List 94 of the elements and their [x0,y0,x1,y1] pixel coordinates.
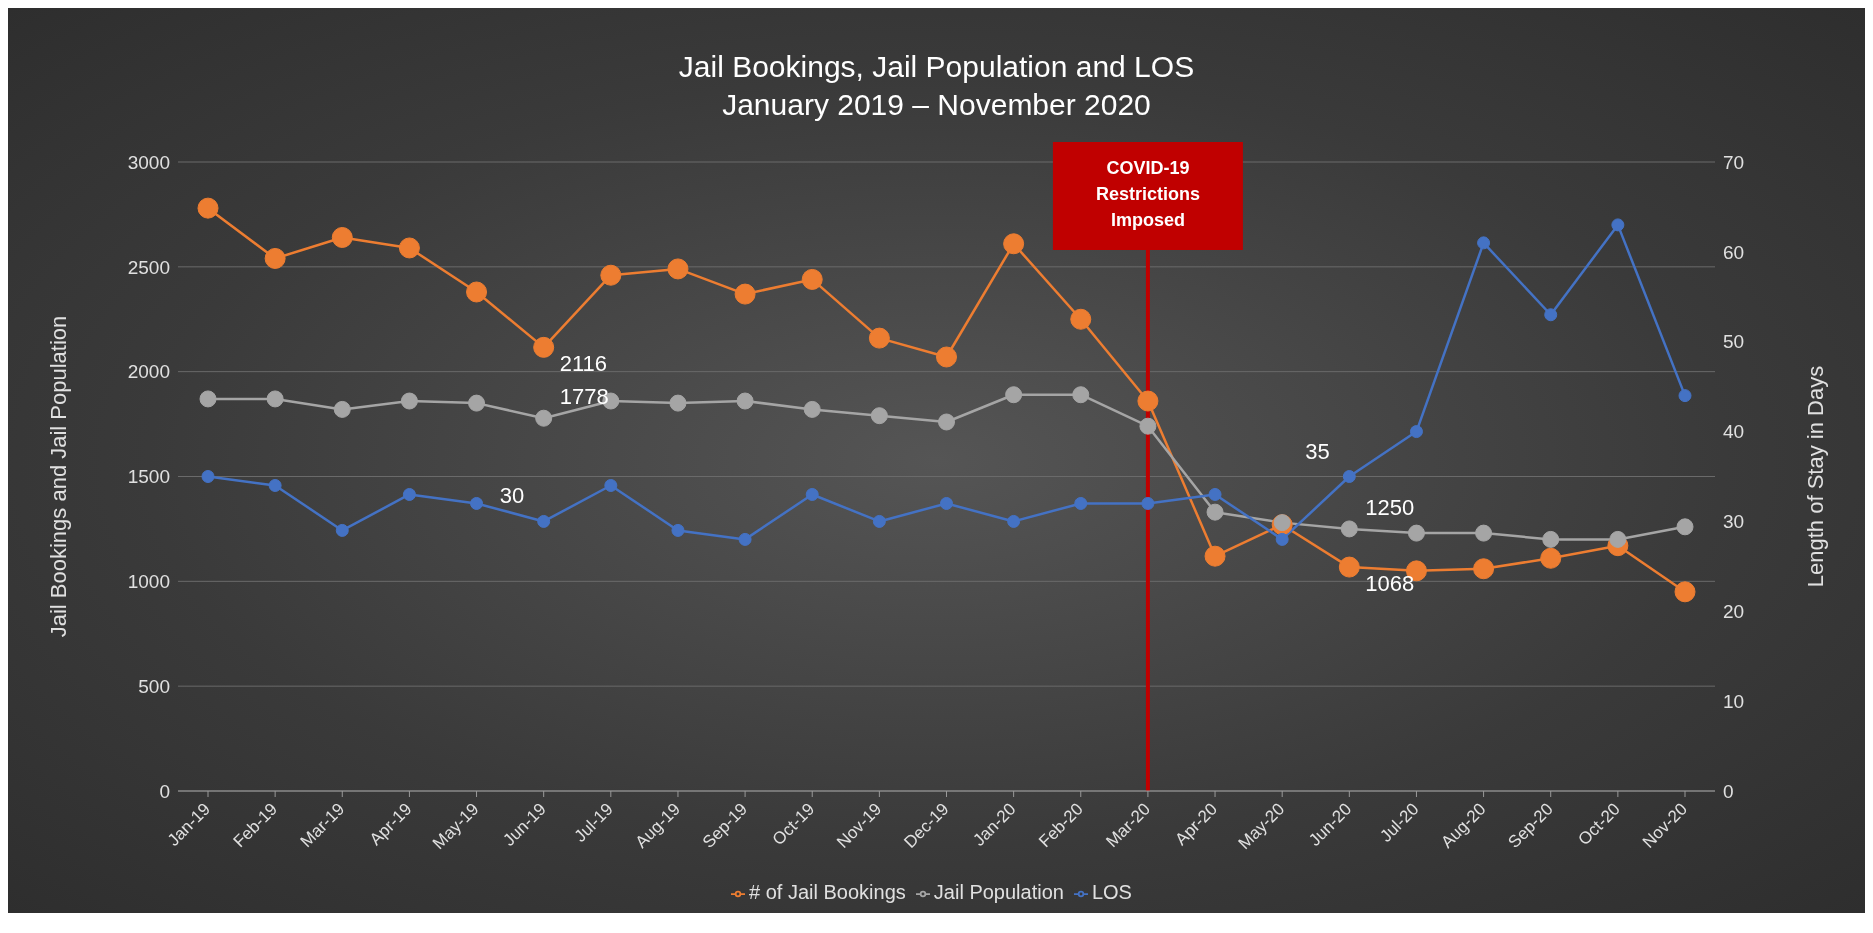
point [201,470,215,483]
point [1475,524,1493,542]
point [801,268,823,290]
y-tick-label: 2500 [127,256,170,278]
data-label: 30 [499,483,525,509]
point [1338,556,1360,578]
y2-tick-label: 70 [1723,151,1745,173]
point [1542,530,1560,548]
point [669,394,687,412]
point [1409,425,1423,439]
point [470,496,484,510]
ref-line-label: COVID-19 Restrictions Imposed [1095,158,1200,230]
point [398,237,420,259]
legend-label: LOS [1091,881,1132,903]
point [1611,218,1625,232]
point [335,523,349,537]
point [533,336,555,358]
point [199,390,217,408]
point [1473,558,1495,580]
data-label: 2116 [559,351,607,377]
callout-box: COVID-19 Restrictions Imposed [1052,142,1243,250]
data-label: 1068 [1365,571,1415,597]
point [667,258,689,280]
y2-tick-label: 30 [1723,511,1745,533]
point [803,400,821,418]
data-label: 1250 [1365,494,1415,520]
legend-label: # of Jail Bookings [749,881,906,903]
point [1342,470,1356,483]
y-tick-label: 1000 [127,571,170,593]
point [1139,417,1157,435]
y-axis-title: Jail Bookings and Jail Population [45,315,71,638]
point [600,264,622,286]
y2-tick-label: 20 [1723,601,1745,623]
point [1007,514,1021,528]
y2-tick-label: 10 [1723,690,1745,712]
point [400,392,418,410]
point [734,283,756,305]
point [333,400,351,418]
point [468,394,486,412]
point [1072,386,1090,404]
point [1074,496,1088,510]
y-tick-label: 2000 [127,361,170,383]
point [1407,524,1425,542]
point [671,523,685,537]
point [1676,518,1694,536]
point [1005,386,1023,404]
point [1204,545,1226,567]
y2-tick-label: 60 [1723,241,1745,263]
point [466,281,488,303]
point [331,226,353,248]
data-label: 1778 [559,384,609,410]
point [537,514,551,528]
point [805,487,819,501]
point [1070,308,1092,330]
point [1141,496,1155,510]
point [1678,389,1692,403]
point [872,514,886,528]
point [1003,233,1025,255]
y-tick-label: 0 [159,780,170,802]
point [1477,236,1491,250]
y2-axis-title: Length of Stay in Days [1802,365,1828,588]
y-tick-label: 3000 [127,151,170,173]
chart-title: Jail Bookings, Jail Population and LOS [677,49,1196,85]
legend-label: Jail Population [933,881,1064,903]
point [1137,390,1159,412]
point [1206,503,1224,521]
point [938,413,955,431]
data-label: 35 [1305,438,1330,464]
point [1544,308,1558,322]
point [1540,547,1562,569]
chart-subtitle: January 2019 – November 2020 [721,87,1152,123]
point [1208,487,1222,501]
point [940,496,953,510]
point [197,197,219,219]
point [868,327,890,349]
point [738,532,752,546]
y2-tick-label: 40 [1723,421,1745,443]
y2-tick-label: 0 [1723,780,1734,802]
point [870,407,888,425]
point [1609,530,1627,548]
point [266,390,284,408]
point [936,346,957,368]
point [1275,532,1289,546]
y-tick-label: 1500 [127,466,170,488]
point [1674,581,1696,603]
point [604,478,618,492]
point [535,409,553,427]
point [736,392,754,410]
point [402,487,416,501]
y-tick-label: 500 [138,675,170,697]
point [1340,520,1358,538]
point [268,478,282,492]
y2-tick-label: 50 [1723,331,1745,353]
point [264,247,286,269]
